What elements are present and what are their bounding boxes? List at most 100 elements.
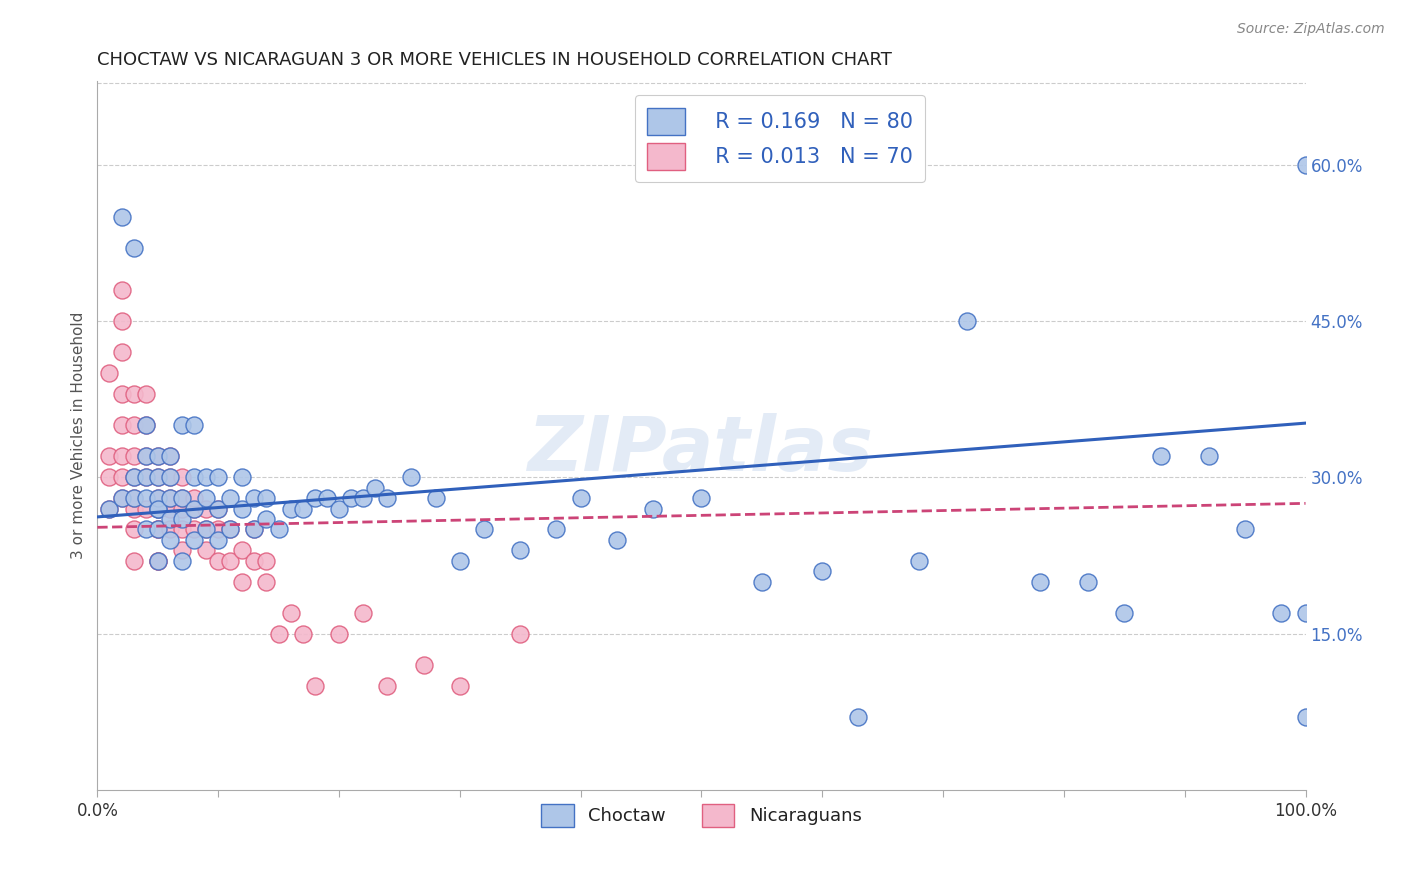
Point (159, 470, 181, 484)
Point (908, 554, 931, 568)
Point (207, 554, 229, 568)
Point (159, 533, 181, 547)
Point (956, 314, 979, 328)
Point (231, 501, 253, 516)
Point (569, 491, 592, 505)
Point (243, 554, 266, 568)
Point (352, 491, 374, 505)
Point (110, 210, 132, 224)
Point (231, 470, 253, 484)
Point (170, 543, 193, 558)
Point (340, 491, 363, 505)
Point (170, 491, 193, 505)
Point (122, 418, 145, 433)
Point (219, 523, 242, 537)
Point (135, 387, 157, 401)
Point (207, 501, 229, 516)
Point (304, 679, 326, 693)
Point (146, 554, 169, 568)
Point (328, 626, 350, 640)
Point (364, 481, 387, 495)
Point (135, 418, 157, 433)
Point (110, 314, 132, 328)
Point (449, 554, 471, 568)
Point (146, 501, 169, 516)
Point (170, 491, 193, 505)
Point (146, 554, 169, 568)
Point (219, 491, 242, 505)
Point (122, 470, 145, 484)
Point (195, 501, 218, 516)
Point (146, 523, 169, 537)
Point (183, 491, 205, 505)
Point (219, 554, 242, 568)
Point (146, 501, 169, 516)
Point (509, 626, 531, 640)
Point (1149, 450, 1171, 464)
Point (195, 523, 218, 537)
Point (122, 491, 145, 505)
Point (135, 418, 157, 433)
Point (1198, 450, 1220, 464)
Point (291, 626, 314, 640)
Point (183, 470, 205, 484)
Point (280, 501, 302, 516)
Point (207, 533, 229, 547)
Point (352, 606, 374, 620)
Point (146, 491, 169, 505)
Point (412, 657, 434, 672)
Point (195, 543, 218, 558)
Point (135, 523, 157, 537)
Point (98, 366, 121, 380)
Point (159, 512, 181, 526)
Point (1028, 574, 1050, 589)
Point (122, 491, 145, 505)
Point (159, 491, 181, 505)
Point (170, 470, 193, 484)
Point (509, 543, 531, 558)
Point (146, 523, 169, 537)
Point (146, 450, 169, 464)
Point (98, 501, 121, 516)
Point (135, 450, 157, 464)
Point (243, 523, 266, 537)
Point (146, 450, 169, 464)
Point (243, 491, 266, 505)
Y-axis label: 3 or more Vehicles in Household: 3 or more Vehicles in Household (72, 312, 86, 559)
Point (98, 470, 121, 484)
Point (170, 523, 193, 537)
Point (159, 501, 181, 516)
Point (425, 491, 447, 505)
Point (183, 523, 205, 537)
Point (751, 574, 773, 589)
Point (195, 491, 218, 505)
Point (280, 606, 302, 620)
Point (110, 470, 132, 484)
Point (110, 491, 132, 505)
Point (122, 554, 145, 568)
Point (848, 710, 870, 724)
Point (159, 523, 181, 537)
Point (207, 501, 229, 516)
Point (375, 491, 398, 505)
Point (170, 501, 193, 516)
Point (643, 501, 665, 516)
Point (375, 679, 398, 693)
Point (110, 283, 132, 297)
Point (170, 418, 193, 433)
Point (231, 543, 253, 558)
Point (256, 491, 278, 505)
Point (1270, 606, 1292, 620)
Point (110, 450, 132, 464)
Point (291, 501, 314, 516)
Point (449, 679, 471, 693)
Point (183, 501, 205, 516)
Point (256, 512, 278, 526)
Point (243, 523, 266, 537)
Point (122, 501, 145, 516)
Point (159, 450, 181, 464)
Point (146, 523, 169, 537)
Point (690, 491, 713, 505)
Point (122, 450, 145, 464)
Point (328, 501, 350, 516)
